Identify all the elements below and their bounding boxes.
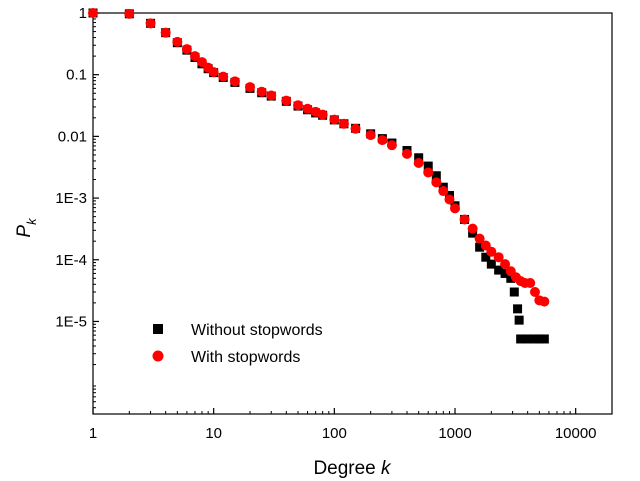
data-point [350, 123, 361, 134]
y-axis: 1 0.1 0.01 1E-3 1E-4 1E-5 [55, 5, 99, 409]
data-point [160, 27, 171, 38]
data-point [256, 86, 267, 97]
data-point [145, 18, 156, 29]
x-tick-label: 100 [322, 425, 347, 442]
data-point [365, 130, 376, 141]
y-axis-title: Pk [14, 217, 39, 238]
data-point [401, 148, 412, 159]
data-point [172, 36, 183, 47]
data-point [494, 265, 504, 275]
data-point [516, 334, 526, 344]
data-point [218, 71, 229, 82]
data-point [189, 51, 200, 62]
data-point [529, 334, 539, 344]
legend-label-with-stopwords: With stopwords [191, 349, 300, 366]
data-point [302, 103, 313, 114]
data-point [481, 252, 491, 262]
data-point [534, 334, 544, 344]
x-tick-label: 1000 [438, 425, 471, 442]
data-point [467, 223, 478, 234]
legend: Without stopwords With stopwords [152, 322, 323, 366]
x-axis: 1 10 100 1000 10000 [89, 408, 613, 442]
legend-label-without-stopwords: Without stopwords [191, 322, 323, 339]
data-point [493, 252, 504, 263]
series-layer [88, 8, 550, 344]
data-point [513, 304, 523, 314]
data-point [281, 95, 292, 106]
data-point [523, 334, 533, 344]
data-point [329, 114, 340, 125]
data-point [88, 8, 98, 18]
data-point [514, 315, 524, 325]
y-tick-label: 0.01 [58, 128, 87, 145]
data-point [444, 194, 455, 205]
data-point [338, 118, 349, 129]
data-point [509, 287, 519, 297]
data-point [529, 287, 540, 298]
y-tick-label: 1E-3 [55, 190, 87, 207]
data-point [413, 158, 424, 169]
data-point [459, 214, 470, 225]
data-point [500, 259, 511, 270]
y-tick-label: 1E-5 [55, 313, 87, 330]
data-point [208, 67, 219, 78]
data-point [450, 203, 461, 214]
data-point [500, 268, 510, 278]
data-point [414, 153, 424, 163]
data-point [539, 334, 549, 344]
data-point [486, 259, 496, 269]
x-tick-label: 1 [89, 425, 97, 442]
data-point [525, 277, 536, 288]
data-point [124, 8, 135, 19]
data-point [539, 296, 550, 307]
data-point [486, 246, 497, 257]
data-point [474, 233, 485, 244]
data-point [229, 76, 240, 87]
x-tick-label: 10 [205, 425, 222, 442]
data-point [423, 161, 433, 171]
y-tick-label: 0.1 [66, 67, 87, 84]
legend-marker-without-stopwords [153, 324, 163, 334]
data-point [293, 100, 304, 111]
data-point [431, 177, 442, 188]
series-with-stopwords [88, 8, 550, 307]
data-point [423, 167, 434, 178]
data-point [431, 171, 441, 181]
series-without-stopwords [88, 8, 549, 344]
data-point [317, 109, 328, 120]
x-axis-title: Degree k [313, 458, 392, 479]
plot-frame [92, 12, 613, 415]
plot-area [92, 12, 613, 415]
x-tick-label: 10000 [555, 425, 597, 442]
data-point [181, 44, 192, 55]
legend-marker-with-stopwords [152, 350, 164, 362]
data-point [386, 140, 397, 151]
data-point [244, 82, 255, 93]
data-point [266, 90, 277, 101]
y-tick-label: 1E-4 [55, 252, 87, 269]
data-point [506, 273, 516, 283]
data-point [377, 135, 388, 146]
data-point [475, 242, 485, 252]
y-tick-label: 1 [79, 5, 87, 22]
data-point [438, 186, 449, 197]
